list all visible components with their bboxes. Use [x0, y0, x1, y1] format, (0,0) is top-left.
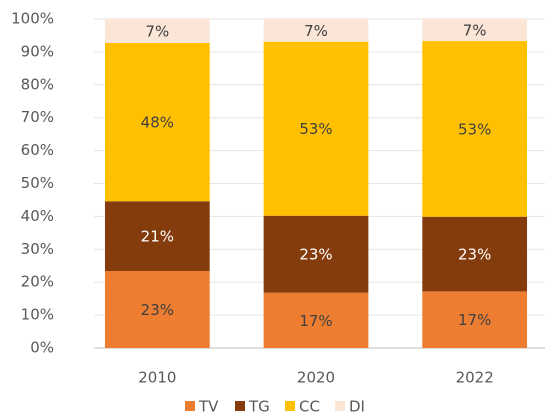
y-tick-label: 30%: [21, 240, 54, 258]
data-label: 53%: [458, 120, 491, 138]
bar-segment: [263, 19, 369, 42]
bar-segment: [422, 41, 528, 217]
bar-segment: [422, 19, 528, 42]
data-label: 17%: [458, 311, 491, 329]
y-tick-label: 100%: [11, 10, 54, 28]
data-label: 7%: [463, 22, 487, 40]
bar-segment: [104, 201, 210, 272]
y-tick-label: 60%: [21, 141, 54, 159]
bar-segment: [263, 292, 369, 348]
data-label: 21%: [141, 228, 174, 246]
bar-segment: [104, 19, 210, 44]
legend-label: TG: [248, 398, 270, 416]
legend-label: TV: [198, 398, 219, 416]
y-tick-label: 90%: [21, 42, 54, 60]
data-label: 17%: [299, 312, 332, 330]
y-tick-label: 50%: [21, 174, 54, 192]
bar-segment: [104, 271, 210, 348]
legend-label: CC: [299, 398, 320, 416]
x-tick-label: 2022: [456, 369, 494, 387]
legend-swatch: [235, 401, 245, 411]
legend-swatch: [185, 401, 195, 411]
data-label: 23%: [141, 301, 174, 319]
y-tick-label: 20%: [21, 273, 54, 291]
bar-segment: [422, 216, 528, 292]
x-tick-label: 2010: [138, 369, 176, 387]
data-label: 53%: [299, 120, 332, 138]
data-label: 7%: [145, 23, 169, 41]
data-label: 7%: [304, 22, 328, 40]
data-label: 48%: [141, 114, 174, 132]
y-tick-label: 40%: [21, 207, 54, 225]
bar-segment: [104, 43, 210, 202]
y-tick-label: 10%: [21, 306, 54, 324]
y-tick-label: 0%: [30, 339, 54, 357]
legend-swatch: [285, 401, 295, 411]
y-tick-label: 70%: [21, 108, 54, 126]
bar-segment: [263, 41, 369, 216]
legend-label: DI: [349, 398, 365, 416]
legend-swatch: [335, 401, 345, 411]
bar-segment: [422, 291, 528, 348]
data-label: 23%: [458, 246, 491, 264]
x-tick-label: 2020: [297, 369, 335, 387]
bar-segment: [263, 215, 369, 293]
data-label: 23%: [299, 246, 332, 264]
y-tick-label: 80%: [21, 75, 54, 93]
